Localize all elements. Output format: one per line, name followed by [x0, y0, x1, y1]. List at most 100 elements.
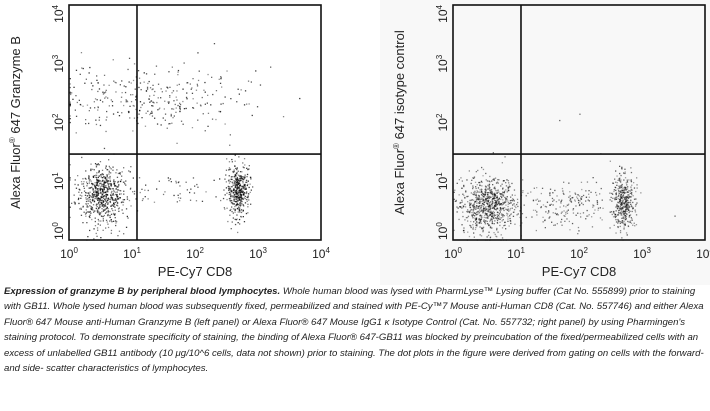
- data-point: [193, 192, 196, 194]
- data-point: [93, 211, 95, 213]
- data-point: [105, 130, 107, 133]
- data-point: [211, 118, 214, 120]
- data-point: [469, 206, 472, 209]
- data-point: [578, 195, 581, 197]
- data-point: [593, 212, 595, 214]
- data-point: [623, 196, 625, 199]
- data-point: [229, 197, 232, 200]
- data-point: [175, 96, 177, 98]
- data-point: [476, 205, 478, 207]
- data-point: [478, 199, 480, 201]
- data-point: [617, 226, 619, 229]
- data-point: [152, 105, 154, 107]
- data-point: [472, 217, 474, 219]
- data-point: [489, 187, 491, 189]
- data-point: [220, 76, 222, 78]
- data-point: [492, 210, 495, 213]
- data-point: [241, 202, 243, 205]
- data-point: [247, 168, 249, 171]
- data-point: [500, 217, 502, 219]
- data-point: [495, 217, 498, 219]
- data-point: [107, 197, 109, 200]
- data-point: [618, 209, 620, 211]
- data-point: [95, 203, 98, 205]
- data-point: [511, 200, 514, 202]
- data-point: [625, 189, 627, 191]
- data-point: [618, 191, 620, 193]
- data-point: [99, 183, 101, 185]
- data-point: [119, 197, 121, 199]
- data-point: [109, 180, 111, 183]
- data-point: [454, 189, 456, 191]
- data-point: [187, 82, 189, 84]
- data-point: [230, 202, 233, 204]
- data-point: [485, 208, 487, 210]
- data-point: [614, 213, 617, 215]
- data-point: [467, 220, 469, 222]
- data-point: [151, 115, 154, 117]
- data-point: [508, 184, 511, 186]
- data-point: [102, 218, 104, 220]
- data-point: [239, 205, 242, 207]
- data-point: [96, 164, 98, 166]
- data-point: [85, 203, 88, 205]
- data-point: [514, 194, 516, 196]
- data-point: [502, 191, 504, 193]
- data-point: [88, 215, 90, 218]
- data-point: [105, 219, 108, 221]
- data-point: [510, 220, 512, 222]
- data-point: [497, 218, 500, 220]
- data-point: [69, 92, 71, 94]
- data-point: [470, 209, 472, 211]
- data-point: [239, 211, 241, 213]
- data-point: [123, 193, 125, 195]
- data-point: [143, 81, 145, 83]
- data-point: [480, 180, 483, 182]
- data-point: [484, 223, 486, 225]
- data-point: [90, 163, 92, 165]
- data-point: [207, 94, 209, 96]
- data-point: [473, 194, 476, 196]
- data-point: [110, 188, 112, 190]
- data-point: [500, 193, 502, 196]
- data-point: [221, 86, 223, 88]
- data-point: [73, 201, 75, 203]
- data-point: [228, 191, 231, 194]
- data-point: [496, 201, 498, 204]
- data-point: [487, 199, 489, 202]
- data-point: [616, 196, 618, 198]
- data-point: [578, 199, 580, 202]
- data-point: [94, 163, 97, 165]
- data-point: [492, 195, 494, 197]
- data-point: [509, 186, 511, 188]
- data-point: [630, 181, 633, 183]
- data-point: [236, 195, 238, 197]
- data-point: [98, 207, 100, 209]
- data-point: [488, 215, 490, 217]
- data-point: [228, 175, 230, 177]
- data-point: [240, 191, 242, 193]
- data-point: [491, 202, 494, 205]
- data-point: [621, 221, 623, 223]
- data-point: [233, 180, 235, 182]
- data-point: [611, 213, 613, 216]
- data-point: [112, 166, 114, 168]
- data-point: [175, 107, 177, 109]
- data-point: [640, 192, 642, 194]
- data-point: [478, 181, 480, 184]
- data-point: [623, 189, 626, 191]
- data-point: [619, 198, 622, 200]
- data-point: [494, 208, 496, 210]
- data-point: [494, 233, 496, 236]
- data-point: [591, 226, 594, 228]
- data-point: [496, 203, 498, 205]
- data-point: [233, 203, 235, 205]
- data-point: [626, 188, 629, 190]
- data-point: [241, 197, 243, 200]
- data-point: [235, 180, 237, 183]
- data-point: [494, 188, 496, 190]
- data-point: [514, 223, 516, 225]
- data-point: [233, 188, 235, 190]
- data-point: [78, 197, 80, 199]
- data-point: [503, 215, 505, 217]
